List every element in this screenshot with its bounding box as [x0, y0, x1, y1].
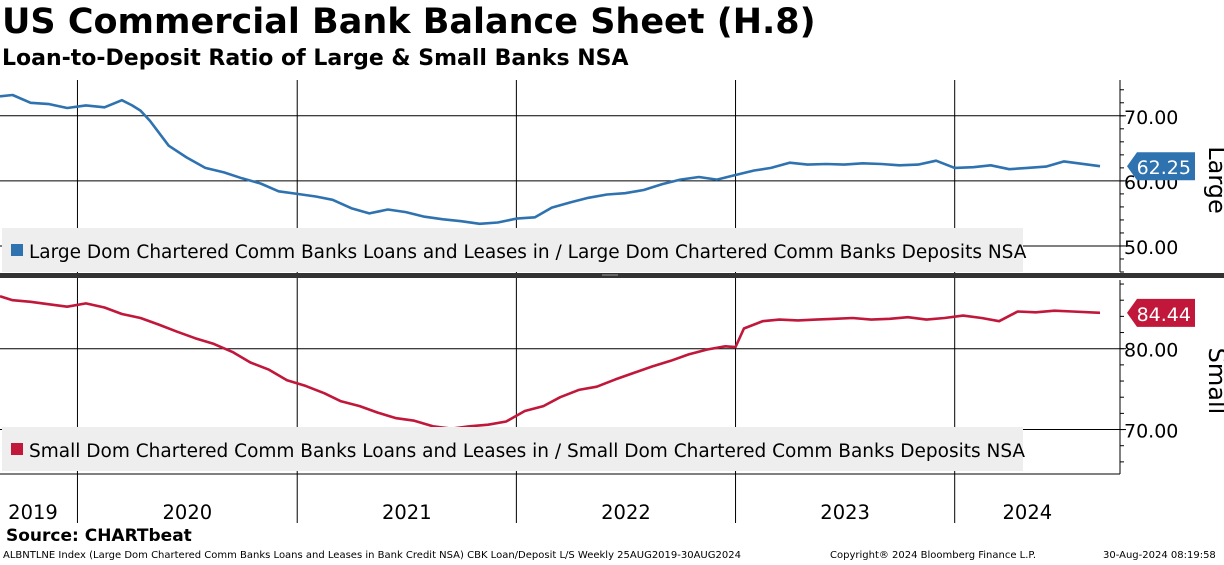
- panel-axis-title: Large: [1203, 146, 1224, 214]
- x-tick-label: 2023: [820, 501, 870, 524]
- legend-label: Large Dom Chartered Comm Banks Loans and…: [29, 242, 1027, 263]
- bottom-panel: 70.00 80.00 Small Dom Chartered Comm Banks…: [0, 280, 1224, 474]
- last-value-tag: [1127, 152, 1195, 181]
- bottom-series-line: [0, 294, 1101, 431]
- legend-box: [2, 427, 1023, 471]
- footer-copyright: Copyright® 2024 Bloomberg Finance L.P.: [830, 550, 1037, 561]
- last-value-tag: [1127, 298, 1195, 327]
- legend-swatch: [11, 443, 23, 455]
- y-tick-label: 50.00: [1124, 237, 1178, 259]
- x-tick-label: 2024: [1003, 501, 1053, 524]
- footer-timestamp: 30-Aug-2024 08:19:58: [1103, 550, 1216, 561]
- x-tick-label: 2022: [601, 501, 651, 524]
- panel-axis-title: Small: [1203, 348, 1224, 415]
- x-tick-label: 2020: [163, 501, 213, 524]
- last-value-label: 84.44: [1137, 304, 1191, 326]
- y-tick-label: 80.00: [1124, 340, 1178, 362]
- x-tick-label: 2019: [8, 501, 58, 524]
- y-tick-label: 70.00: [1124, 421, 1178, 443]
- source-label: Source: CHARTbeat: [6, 526, 192, 546]
- legend-label: Small Dom Chartered Comm Banks Loans and…: [29, 441, 1025, 462]
- y-tick-label: 70.00: [1124, 107, 1178, 129]
- chart-subtitle: Loan-to-Deposit Ratio of Large & Small B…: [2, 46, 629, 71]
- legend-swatch: [11, 244, 23, 256]
- last-value-label: 62.25: [1137, 157, 1191, 179]
- legend-box: [2, 228, 1023, 272]
- footer-series-info: ALBNTLNE Index (Large Dom Chartered Comm…: [3, 550, 741, 561]
- x-tick-label: 2021: [382, 501, 432, 524]
- chart-title: US Commercial Bank Balance Sheet (H.8): [2, 2, 816, 42]
- top-series-line: [0, 93, 1101, 226]
